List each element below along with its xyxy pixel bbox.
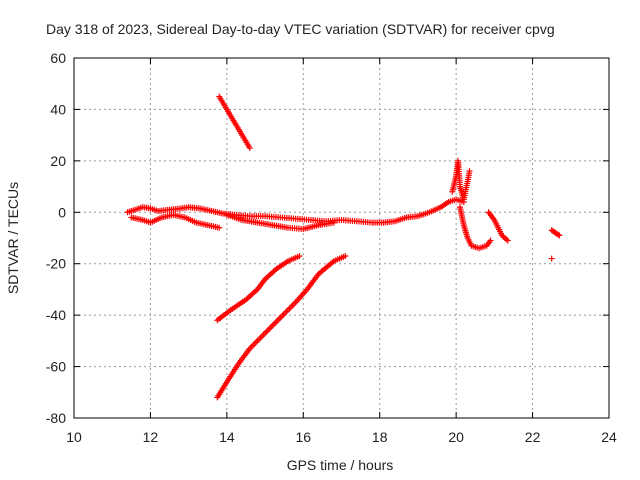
- y-tick-label: -20: [46, 256, 66, 272]
- y-tick-label: -60: [46, 359, 66, 375]
- data-point: [246, 145, 253, 151]
- data-point: [342, 253, 349, 259]
- series-track-mid-lower: [223, 211, 337, 232]
- data-point: [216, 224, 223, 231]
- y-tick-label: 40: [50, 101, 66, 117]
- series-track-post-20h: [456, 204, 494, 252]
- x-tick-label: 12: [143, 429, 159, 445]
- series-track-descending-a: [214, 253, 303, 324]
- data-point: [556, 232, 563, 239]
- grid: [74, 58, 609, 418]
- x-tick-label: 10: [66, 429, 82, 445]
- series-track-22h: [548, 227, 563, 239]
- data-point: [504, 237, 511, 244]
- data-point: [548, 255, 555, 262]
- series-track-descending-b: [214, 253, 349, 401]
- data-point: [555, 231, 562, 238]
- series-track-spike-20h: [449, 157, 473, 203]
- x-tick-label: 16: [295, 429, 311, 445]
- series-track-main-lower: [128, 211, 223, 231]
- y-tick-label: 60: [50, 50, 66, 66]
- axis-ticks: 10 12 14 16 18 20 22 24 -80 -60 -40 -20 0 20 40 60: [46, 50, 617, 445]
- plot-frame: [73, 57, 610, 419]
- data-point: [296, 253, 303, 259]
- series-track-main-upper: [124, 196, 467, 226]
- data-point: [487, 237, 494, 244]
- y-tick-label: 0: [58, 204, 66, 220]
- series-track-22h-isolated: [548, 255, 555, 262]
- x-tick-label: 20: [448, 429, 464, 445]
- series-track-high: [216, 93, 253, 151]
- y-axis-label: SDTVAR / TECUs: [5, 182, 21, 294]
- data-point: [330, 219, 337, 226]
- x-axis-label: GPS time / hours: [287, 457, 394, 473]
- data-point: [466, 168, 473, 175]
- x-tick-label: 18: [372, 429, 388, 445]
- chart-title: Day 318 of 2023, Sidereal Day-to-day VTE…: [46, 21, 555, 37]
- x-tick-label: 24: [601, 429, 617, 445]
- y-tick-label: 20: [50, 153, 66, 169]
- x-tick-label: 14: [219, 429, 235, 445]
- y-tick-label: -80: [46, 410, 66, 426]
- y-tick-label: -40: [46, 307, 66, 323]
- x-tick-label: 22: [525, 429, 541, 445]
- series-track-21h: [485, 209, 511, 244]
- data-marks: [124, 93, 563, 401]
